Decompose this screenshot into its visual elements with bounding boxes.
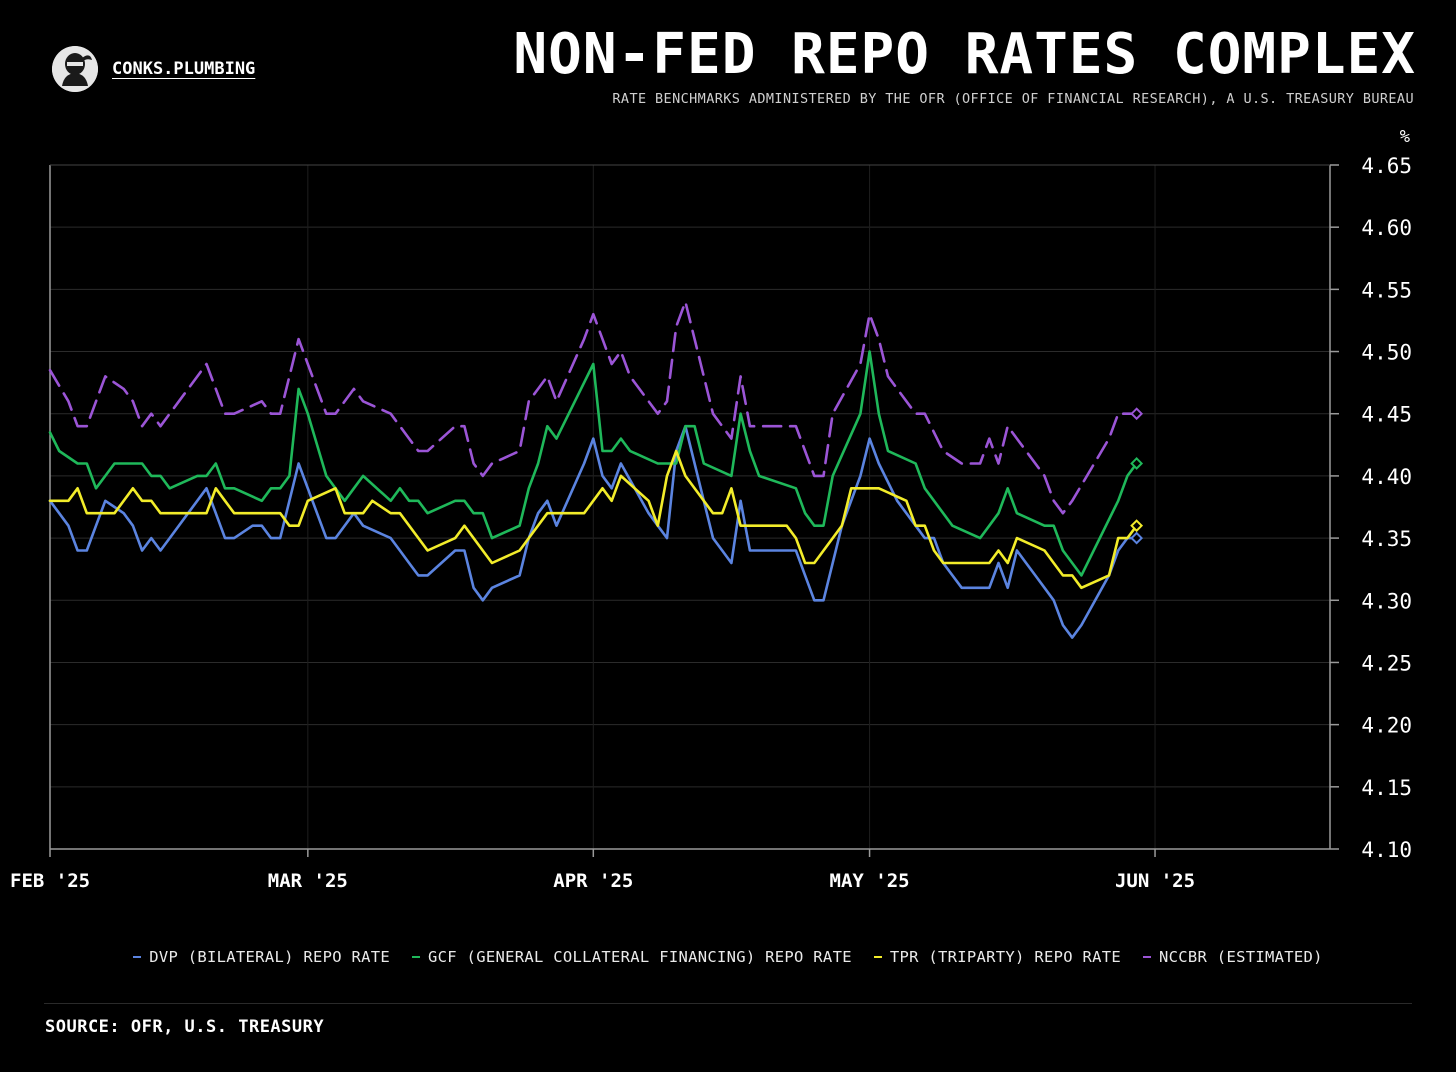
line-chart: 4.10 4.15 4.20 4.25 4.30 4.35 4.40 4.45 4.50 4.55…: [10, 127, 1412, 892]
series-line-1: [48, 350, 1138, 577]
legend-label: GCF (GENERAL COLLATERAL FINANCING) REPO …: [428, 948, 852, 966]
y-tick-label: 4.10: [1361, 838, 1412, 862]
series-end-marker-3: [1130, 407, 1144, 421]
x-tick-label: MAY '25: [830, 870, 910, 892]
chart-series: [48, 300, 1144, 639]
x-tick-label: FEB '25: [10, 870, 90, 892]
series-line-2: [48, 449, 1138, 590]
series-end-marker-2: [1130, 519, 1144, 533]
source-note: SOURCE: OFR, U.S. TREASURY: [45, 1017, 325, 1037]
y-tick-label: 4.45: [1361, 403, 1412, 427]
chart-axes: [49, 164, 1339, 857]
brand-name[interactable]: CONKS.PLUMBING: [112, 59, 256, 79]
ninja-avatar-icon: [52, 46, 98, 92]
legend-label: TPR (TRIPARTY) REPO RATE: [889, 948, 1122, 966]
series-line-0: [48, 424, 1138, 639]
y-tick-label: 4.20: [1361, 714, 1412, 738]
legend-label: NCCBR (ESTIMATED): [1159, 948, 1323, 966]
legend-swatch: [133, 956, 142, 958]
y-tick-label: 4.30: [1361, 589, 1412, 613]
series-end-marker-0: [1130, 531, 1144, 545]
legend-swatch: [1143, 956, 1152, 958]
y-tick-label: 4.55: [1361, 278, 1412, 302]
legend-item: DVP (BILATERAL) REPO RATE: [133, 948, 390, 966]
legend-item: GCF (GENERAL COLLATERAL FINANCING) REPO …: [412, 948, 852, 966]
x-tick-label: JUN '25: [1115, 870, 1195, 892]
y-tick-label: 4.25: [1361, 651, 1412, 675]
y-tick-label: 4.65: [1361, 154, 1412, 178]
x-tick-label: APR '25: [553, 870, 633, 892]
chart-grid: [50, 164, 1330, 850]
footer-divider: [44, 1003, 1412, 1004]
brand[interactable]: CONKS.PLUMBING: [52, 46, 255, 92]
x-tick-label: MAR '25: [268, 870, 348, 892]
legend-swatch: [412, 956, 421, 958]
y-axis-unit: %: [1400, 127, 1410, 147]
y-tick-label: 4.15: [1361, 776, 1412, 800]
y-tick-label: 4.50: [1361, 341, 1412, 365]
legend-item: TPR (TRIPARTY) REPO RATE: [873, 948, 1122, 966]
chart-labels: 4.10 4.15 4.20 4.25 4.30 4.35 4.40 4.45 4.50 4.55…: [10, 127, 1412, 892]
y-tick-label: 4.40: [1361, 465, 1412, 489]
chart-legend: DVP (BILATERAL) REPO RATE GCF (GENERAL CO…: [0, 948, 1456, 966]
y-tick-label: 4.60: [1361, 216, 1412, 240]
page-title: NON-FED REPO RATES COMPLEX: [513, 22, 1416, 87]
legend-swatch: [873, 956, 882, 958]
legend-label: DVP (BILATERAL) REPO RATE: [149, 948, 391, 966]
y-tick-label: 4.35: [1361, 527, 1412, 551]
series-line-3: [48, 300, 1138, 515]
legend-item: NCCBR (ESTIMATED): [1143, 948, 1323, 966]
page-subtitle: RATE BENCHMARKS ADMINISTERED BY THE OFR …: [612, 91, 1414, 107]
series-end-marker-1: [1130, 457, 1144, 470]
